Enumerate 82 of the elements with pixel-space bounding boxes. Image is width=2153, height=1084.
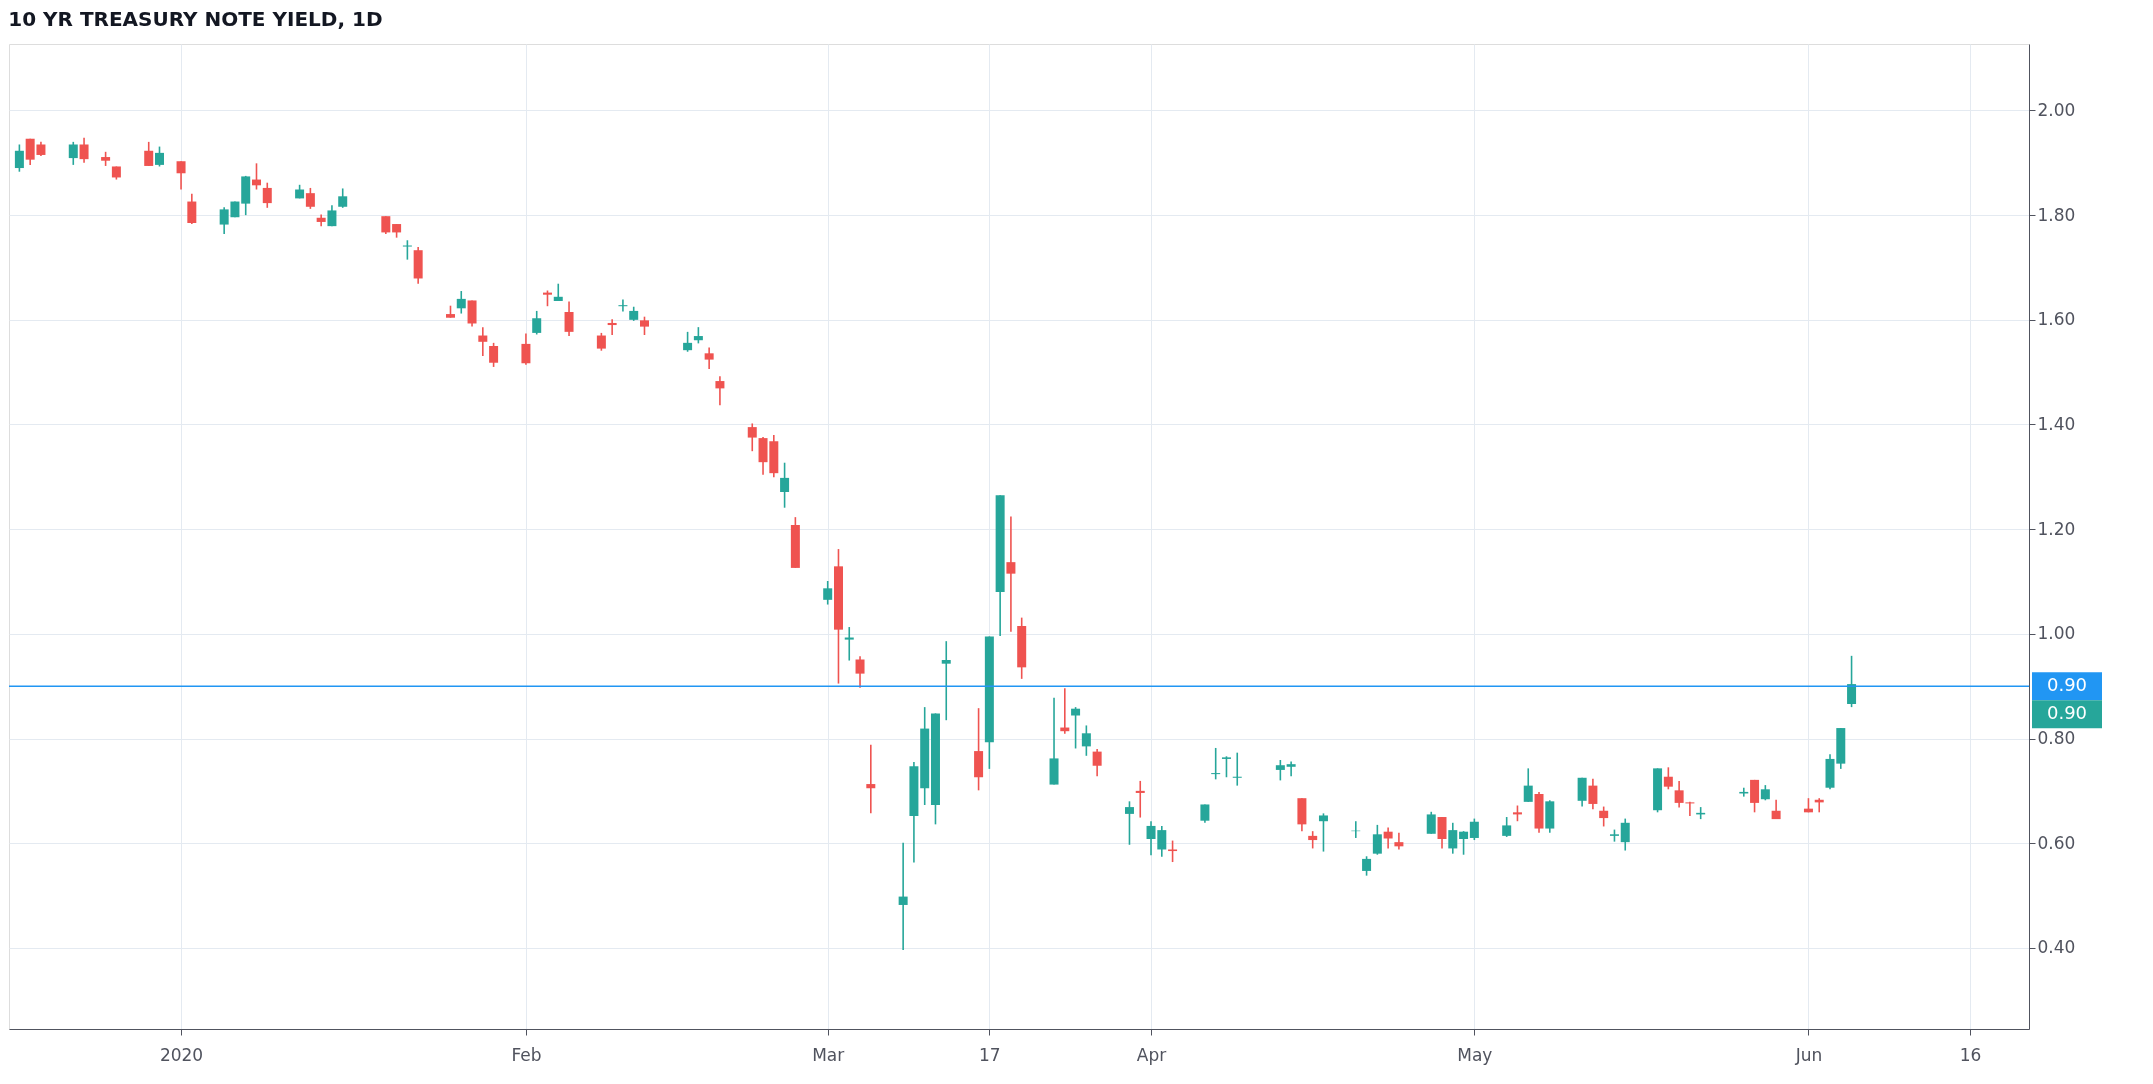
candlestick [941,640,951,722]
candlestick [144,141,154,167]
y-tick-label: 0.60 [2037,832,2076,853]
candlestick [1577,776,1587,808]
candlestick [489,342,499,368]
candlestick [1469,817,1479,841]
candlestick [1448,821,1458,855]
candlestick [1081,724,1091,757]
candlestick [1502,816,1512,838]
candlestick [1599,805,1609,828]
candlestick [1663,766,1673,791]
candlestick [1426,811,1436,835]
candlestick [1847,655,1857,708]
y-tick-label: 1.60 [2037,309,2076,330]
candlestick [823,580,833,606]
ref-line-label: 0.90 [2046,674,2088,696]
candlestick [607,318,617,336]
candlestick [1318,812,1328,853]
candlestick [176,160,186,191]
y-tick-label: 1.80 [2037,204,2076,225]
x-tick-label: 16 [1959,1044,1982,1065]
candlestick [305,187,315,210]
candlestick [68,141,78,166]
x-tick-label: 2020 [159,1044,204,1065]
candlestick [1588,778,1598,810]
candlestick [1200,803,1210,824]
candlestick [1620,817,1630,852]
text: 0.90 [2046,702,2088,724]
y-tick-label: 2.00 [2037,99,2076,120]
candlestick [338,187,348,209]
candlestick [855,655,865,689]
x-tick-label: Jun [1794,1044,1823,1065]
candlestick [866,744,876,815]
candlestick [1221,755,1231,779]
candlestick [1750,779,1760,814]
y-tick-label: 0.80 [2037,728,2076,749]
candlestick [1437,816,1447,850]
candlestick [187,192,197,225]
candlestick [780,461,790,509]
candlestick [1232,751,1242,787]
candlestick [262,181,272,209]
candlestick [532,310,542,336]
chart-title: 10 YR TREASURY NOTE YIELD, 1D [8,7,383,31]
x-tick-label: 17 [979,1044,1001,1065]
candlestick [1211,747,1221,781]
candlestick [14,143,24,173]
y-tick-label: 0.40 [2037,937,2076,958]
candlestick [1135,780,1145,819]
candlestick [704,346,714,370]
candlestick [844,626,854,662]
candlestick [683,331,693,353]
candlestick [478,326,488,357]
candlestick [1286,760,1296,778]
candlestick [155,145,164,168]
candlestick [1523,767,1533,803]
candlestick [521,332,531,366]
candlestick [1006,515,1016,633]
y-tick-label: 1.40 [2037,414,2076,434]
x-tick-label: Mar [812,1044,845,1065]
candlestick [1168,839,1178,863]
x-tick-label: Apr [1136,1044,1167,1065]
candlestick [1275,759,1285,782]
candlestick [1459,830,1469,856]
candlestick [79,136,89,164]
candlestick [1372,824,1382,856]
y-tick-label: 1.00 [2037,623,2076,644]
candlestick [402,239,412,261]
y-tick-label: 1.20 [2037,518,2076,539]
candlestick [1124,800,1134,846]
candlestick [898,841,908,951]
candlestick [747,422,757,452]
x-tick-label: May [1457,1044,1493,1065]
candlestick [553,282,563,302]
candlestick [618,298,628,313]
candlestick [564,300,574,337]
candlestick [639,315,649,336]
candlestick [467,299,477,328]
x-tick-label: Feb [511,1044,542,1065]
candlestick [1362,855,1372,877]
candlestick [456,290,466,315]
candlestick [1092,748,1102,778]
candlestick [715,375,725,406]
